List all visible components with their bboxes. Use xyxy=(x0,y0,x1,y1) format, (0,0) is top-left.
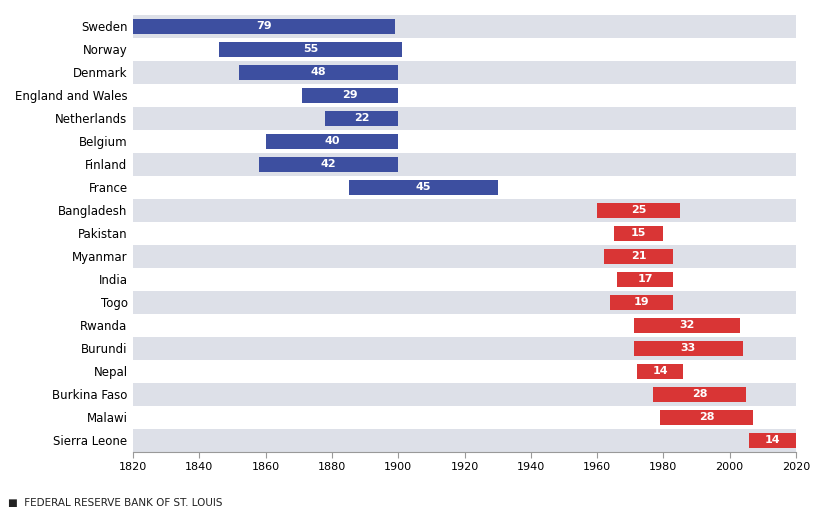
Text: 25: 25 xyxy=(631,206,646,215)
Bar xyxy=(634,341,742,356)
Text: 22: 22 xyxy=(354,113,370,124)
Text: 14: 14 xyxy=(765,436,780,445)
Bar xyxy=(133,314,796,337)
Text: 29: 29 xyxy=(342,90,358,101)
Bar xyxy=(597,203,680,218)
Text: 14: 14 xyxy=(653,366,667,377)
Bar xyxy=(133,291,796,314)
Text: 40: 40 xyxy=(324,136,340,147)
Bar xyxy=(660,410,752,425)
Bar xyxy=(133,38,796,61)
Bar xyxy=(133,406,796,429)
Bar xyxy=(133,130,796,153)
Text: 15: 15 xyxy=(631,228,646,239)
Bar xyxy=(325,111,398,126)
Bar xyxy=(133,337,796,360)
Text: 28: 28 xyxy=(692,389,708,400)
Text: 32: 32 xyxy=(679,321,694,330)
Text: 17: 17 xyxy=(638,274,653,285)
Bar xyxy=(259,157,398,172)
Bar xyxy=(302,88,398,103)
Text: 55: 55 xyxy=(303,45,318,54)
Bar xyxy=(133,429,796,452)
Text: 21: 21 xyxy=(631,251,646,262)
Bar xyxy=(637,364,683,379)
Bar xyxy=(604,249,673,264)
Bar xyxy=(348,180,497,195)
Bar xyxy=(133,84,796,107)
Bar xyxy=(610,295,673,310)
Bar xyxy=(133,19,395,34)
Text: 48: 48 xyxy=(311,68,327,77)
Text: 79: 79 xyxy=(257,22,272,31)
Bar xyxy=(133,360,796,383)
Bar xyxy=(133,176,796,199)
Bar xyxy=(614,226,663,241)
Bar xyxy=(133,383,796,406)
Bar xyxy=(133,15,796,38)
Bar xyxy=(617,272,673,287)
Bar xyxy=(239,65,398,80)
Bar xyxy=(133,199,796,222)
Bar xyxy=(749,433,796,448)
Bar xyxy=(133,222,796,245)
Bar xyxy=(133,61,796,84)
Text: 33: 33 xyxy=(681,343,695,353)
Bar xyxy=(133,107,796,130)
Text: 28: 28 xyxy=(699,412,714,422)
Text: 19: 19 xyxy=(634,298,649,307)
Text: 45: 45 xyxy=(415,183,431,192)
Bar xyxy=(133,153,796,176)
Bar xyxy=(266,134,398,149)
Bar xyxy=(133,245,796,268)
Bar xyxy=(133,268,796,291)
Text: 42: 42 xyxy=(321,160,337,169)
Bar xyxy=(653,387,746,402)
Bar xyxy=(219,42,402,57)
Text: ■  FEDERAL RESERVE BANK OF ST. LOUIS: ■ FEDERAL RESERVE BANK OF ST. LOUIS xyxy=(8,498,223,508)
Bar xyxy=(634,318,739,333)
